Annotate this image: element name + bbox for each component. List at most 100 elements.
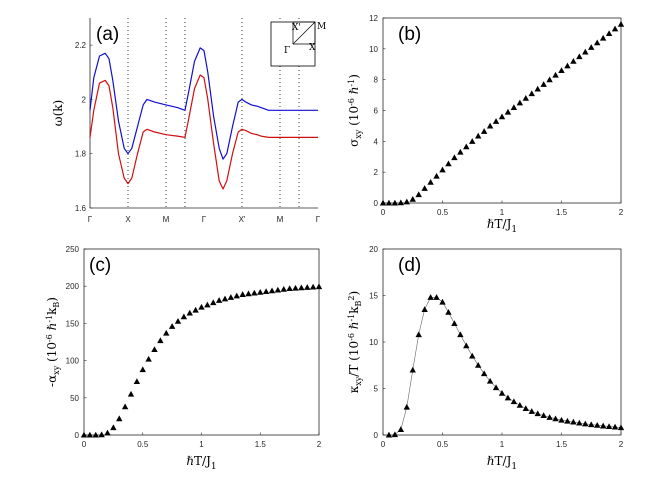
x-axis-label-subscript: 1 — [511, 225, 517, 235]
data-point-marker — [403, 198, 410, 205]
x-tick-label: M — [163, 215, 170, 224]
data-point-marker — [192, 306, 199, 313]
data-point-marker — [221, 295, 229, 302]
x-tick-label: 2 — [619, 208, 624, 217]
x-axis-label-subscript: 1 — [511, 462, 517, 472]
data-point-marker — [292, 284, 299, 291]
data-point-marker — [469, 352, 476, 359]
y-tick-label: 0 — [374, 199, 379, 208]
data-point-marker — [391, 199, 399, 206]
x-tick-label: Γ — [88, 215, 93, 224]
data-point-marker — [594, 422, 601, 428]
y-axis-label: -αxy (10-6 ℏ-1kB) — [45, 297, 61, 387]
data-point-marker — [576, 53, 583, 60]
y-tick-label: 2 — [374, 168, 379, 177]
y-axis-label-part: B — [52, 302, 61, 308]
data-point-marker — [492, 384, 500, 391]
y-axis-label-part: -1 — [45, 315, 54, 323]
data-point-marker — [457, 148, 464, 155]
data-point-marker — [186, 309, 193, 316]
data-point-marker — [427, 294, 434, 300]
x-axis-label-main: ℏT/J — [487, 217, 512, 231]
data-point-marker — [163, 329, 170, 336]
x-tick-label: 0 — [381, 208, 386, 217]
y-tick-label: 5 — [374, 385, 379, 394]
data-point-marker — [570, 57, 577, 64]
y-tick-label: 1.6 — [75, 204, 87, 213]
data-point-marker — [86, 431, 94, 438]
data-point-marker — [605, 423, 613, 430]
x-axis-label-main: ℏT/J — [186, 454, 211, 468]
x-tick-label: Γ — [202, 215, 207, 224]
data-point-marker — [204, 301, 211, 308]
data-point-marker — [391, 431, 399, 438]
y-axis-label: ω(k) — [51, 100, 65, 126]
data-point-marker — [286, 285, 293, 291]
data-point-marker — [385, 431, 393, 438]
data-point-marker — [439, 298, 446, 305]
data-point-marker — [121, 403, 129, 410]
band-line — [89, 74, 318, 190]
y-axis-label-part: -1 — [347, 314, 356, 322]
data-point-marker — [445, 309, 452, 315]
axes-frame — [382, 248, 622, 436]
y-axis-label-part: xy — [52, 365, 61, 375]
data-point-marker — [475, 132, 482, 139]
data-point-marker — [570, 418, 577, 425]
data-point-marker — [599, 422, 607, 429]
data-point-marker — [617, 424, 625, 431]
data-point-marker — [198, 303, 205, 310]
data-point-marker — [397, 199, 405, 206]
data-point-marker — [463, 143, 470, 150]
data-point-marker — [127, 390, 135, 397]
data-point-marker — [445, 160, 452, 167]
y-tick-label: 20 — [369, 245, 378, 254]
data-point-marker — [492, 118, 500, 124]
data-point-marker — [534, 410, 541, 417]
data-point-marker — [558, 416, 565, 423]
inset-path — [292, 21, 316, 45]
x-axis-label: ℏT/J1 — [487, 454, 517, 472]
series-line — [388, 297, 622, 436]
y-tick-label: 150 — [66, 319, 80, 328]
y-tick-label: 250 — [66, 245, 80, 254]
y-axis-label-part: B — [354, 300, 363, 306]
y-tick-label: 200 — [66, 282, 80, 291]
y-axis-label-part: ℏ — [347, 87, 361, 99]
data-point-marker — [552, 415, 559, 422]
data-point-marker — [504, 108, 512, 115]
data-point-marker — [151, 346, 158, 352]
data-point-marker — [564, 62, 571, 69]
y-tick-label: 15 — [369, 292, 378, 301]
panel-label: (d) — [398, 255, 421, 276]
data-point-marker — [110, 424, 117, 431]
y-axis-label-part: 2 — [347, 295, 356, 300]
data-point-marker — [268, 287, 276, 294]
x-tick-label: Γ — [316, 215, 321, 224]
data-point-marker — [257, 288, 264, 295]
data-point-marker — [528, 408, 535, 414]
data-point-marker — [379, 199, 387, 206]
data-point-marker — [180, 313, 188, 320]
inset-label: X — [309, 43, 316, 53]
data-point-marker — [439, 166, 446, 173]
data-point-marker — [409, 195, 416, 202]
x-tick-label: 2 — [619, 440, 624, 449]
x-tick-label: 0 — [381, 440, 386, 449]
x-tick-label: M — [277, 215, 284, 224]
data-point-marker — [534, 85, 541, 92]
x-tick-label: 1 — [199, 440, 204, 449]
data-point-marker — [104, 429, 111, 436]
data-point-marker — [486, 377, 494, 384]
data-point-marker — [498, 389, 506, 396]
data-point-marker — [397, 426, 405, 432]
data-point-marker — [245, 290, 252, 297]
y-tick-label: 10 — [369, 338, 378, 347]
data-point-marker — [582, 48, 589, 55]
data-point-marker — [522, 405, 529, 412]
x-tick-label: X' — [239, 215, 246, 224]
y-tick-label: 50 — [70, 394, 79, 403]
data-point-marker — [98, 431, 105, 438]
y-axis-label-part: -1 — [347, 79, 356, 87]
